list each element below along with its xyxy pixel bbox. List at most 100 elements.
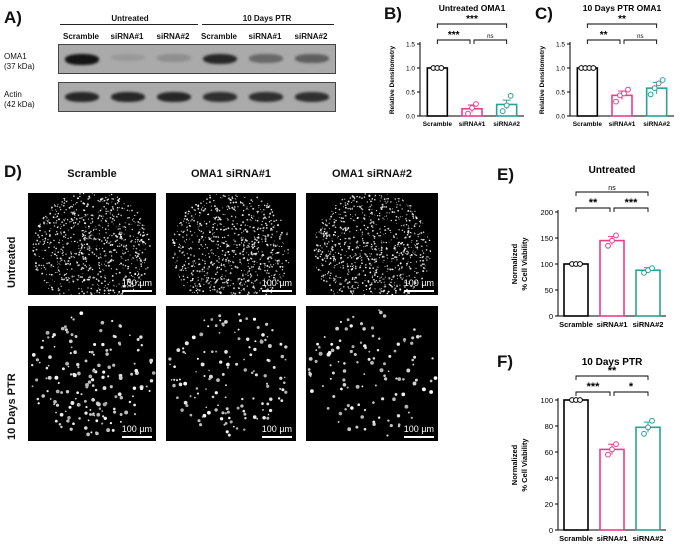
cell-dot	[352, 266, 354, 268]
y-tick-label: 200	[540, 208, 553, 217]
cell-dot	[208, 230, 210, 232]
cell-dot	[241, 202, 244, 204]
cell-dot	[80, 200, 82, 202]
cell-dot	[233, 250, 236, 252]
cell-dot	[215, 208, 217, 210]
cell-dot	[240, 290, 242, 292]
cell-dot	[98, 267, 101, 269]
cell-dot	[223, 278, 225, 280]
cell-dot	[266, 283, 268, 285]
cell-dot	[318, 248, 320, 251]
cell-dot	[204, 260, 206, 262]
cell-dot	[245, 281, 247, 283]
cell-dot	[346, 228, 349, 231]
cell-dot	[255, 253, 257, 256]
cell-dot	[144, 243, 147, 245]
cell-dot	[128, 281, 131, 284]
cell-dot	[95, 431, 99, 436]
cell-dot	[367, 280, 370, 282]
cell-dot	[403, 224, 405, 226]
cell-dot	[38, 264, 41, 267]
cell-dot	[264, 222, 267, 225]
cell-dot	[344, 280, 346, 282]
cell-dot	[111, 428, 115, 432]
cell-dot	[139, 335, 143, 339]
cell-dot	[341, 248, 343, 251]
cell-dot	[378, 337, 381, 340]
cell-dot	[88, 249, 91, 252]
cell-dot	[109, 244, 112, 246]
cell-dot	[60, 248, 62, 250]
cell-dot	[259, 258, 261, 261]
cell-dot	[100, 215, 103, 217]
cell-dot	[363, 196, 366, 198]
cell-dot	[384, 200, 386, 202]
cell-dot	[398, 241, 401, 244]
cell-dot	[409, 210, 411, 212]
cell-dot	[348, 237, 350, 240]
cell-dot	[344, 255, 346, 256]
cell-dot	[343, 232, 346, 234]
cell-dot	[402, 257, 405, 260]
cell-dot	[48, 230, 51, 232]
cell-dot	[201, 416, 204, 418]
cell-dot	[86, 247, 88, 249]
cell-dot	[339, 283, 342, 286]
cell-dot	[405, 220, 408, 222]
cell-dot	[124, 251, 127, 254]
microscopy-field	[171, 193, 290, 295]
cell-dot	[356, 240, 359, 243]
cell-dot	[353, 256, 355, 258]
cell-dot	[330, 251, 332, 253]
cell-dot	[99, 270, 102, 273]
cell-dot	[85, 260, 88, 263]
cell-dot	[370, 283, 373, 285]
lane-label: siRNA#1	[110, 32, 144, 41]
cell-dot	[83, 292, 85, 295]
cell-dot	[357, 246, 360, 249]
cell-dot	[244, 197, 245, 199]
cell-dot	[103, 263, 106, 265]
cell-dot	[140, 238, 143, 241]
cell-dot	[360, 265, 362, 267]
blot-band	[249, 92, 283, 102]
cell-dot	[263, 262, 266, 265]
scale-bar-label: 100 µm	[403, 278, 434, 288]
significance-label: ***	[448, 30, 460, 41]
cell-dot	[124, 410, 129, 415]
cell-dot	[321, 264, 324, 267]
cell-dot	[232, 256, 234, 258]
cell-dot	[139, 386, 144, 391]
cell-dot	[104, 275, 106, 277]
cell-dot	[115, 234, 117, 237]
cell-dot	[392, 257, 394, 260]
cell-dot	[65, 276, 68, 279]
cell-dot	[339, 238, 342, 241]
cell-dot	[115, 273, 117, 275]
cell-dot	[81, 232, 84, 234]
cell-dot	[334, 260, 336, 262]
cell-dot	[398, 200, 400, 202]
cell-dot	[235, 216, 237, 218]
cell-dot	[60, 233, 62, 235]
cell-dot	[31, 385, 34, 388]
cell-dot	[139, 276, 141, 278]
cell-dot	[52, 289, 54, 291]
cell-dot	[287, 252, 289, 254]
cell-dot	[410, 341, 414, 345]
cell-dot	[106, 217, 108, 219]
cell-dot	[59, 412, 64, 417]
cell-dot	[288, 262, 290, 264]
cell-dot	[266, 272, 268, 274]
cell-dot	[121, 207, 123, 209]
cell-dot	[119, 236, 122, 239]
cell-dot	[86, 258, 88, 260]
cell-dot	[379, 254, 381, 256]
cell-dot	[55, 217, 57, 219]
cell-dot	[76, 261, 79, 264]
cell-dot	[392, 208, 394, 210]
cell-dot	[419, 233, 421, 235]
cell-dot	[369, 253, 371, 255]
cell-dot	[83, 247, 86, 249]
cell-dot	[390, 284, 392, 287]
